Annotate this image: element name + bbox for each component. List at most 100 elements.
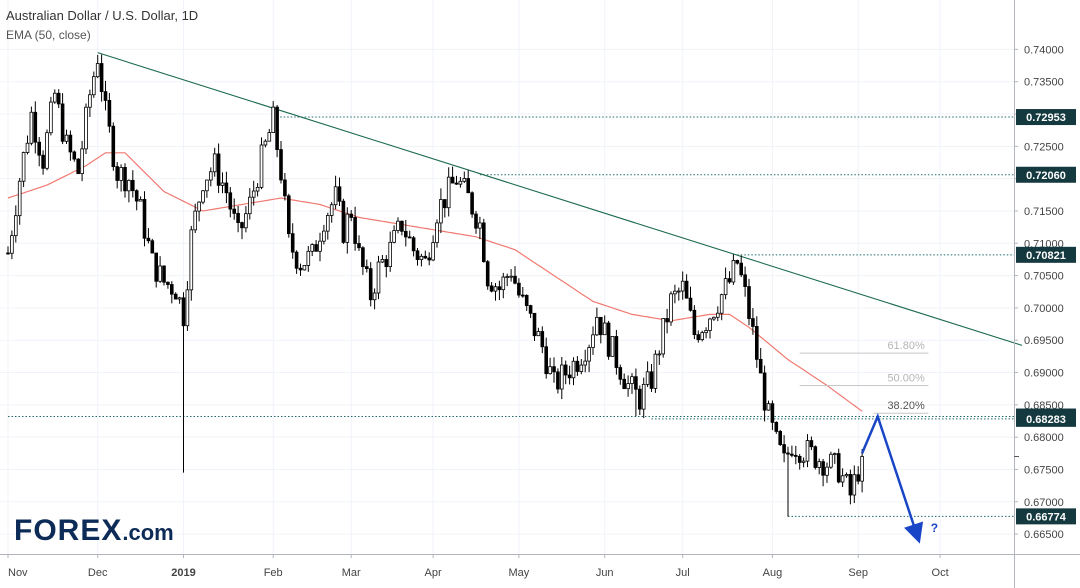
projection-arrow [860, 412, 924, 544]
candle-body [797, 456, 802, 463]
candle-body [474, 213, 478, 229]
candle-body [72, 151, 77, 160]
candle-body [228, 192, 233, 210]
candle-body [392, 230, 396, 243]
candle-body [485, 261, 490, 287]
candle-body [255, 186, 260, 192]
candle-body [548, 366, 552, 375]
candle-body [423, 255, 428, 259]
x-tick-label: Feb [264, 567, 283, 579]
candle-body [645, 371, 650, 385]
candle-body [677, 290, 681, 293]
y-tick-label: 0.69500 [1024, 335, 1064, 347]
candle-body [95, 63, 100, 78]
candle-body [688, 297, 693, 311]
projection-label: ? [931, 521, 938, 535]
candle-body [809, 440, 814, 448]
candle-body [700, 332, 704, 341]
candle-body [618, 367, 623, 380]
x-tick-label: Apr [425, 567, 442, 579]
candle-body [247, 196, 252, 215]
candle-body [56, 92, 61, 105]
candle-body [127, 179, 131, 192]
candle-body [138, 199, 143, 202]
candle-body [53, 92, 57, 103]
candle-body [630, 376, 634, 384]
candle-body [345, 213, 350, 243]
candle-body [825, 466, 829, 476]
candle-body [606, 322, 611, 357]
candle-body [107, 99, 112, 127]
candle-body [286, 195, 291, 235]
candle-body [364, 266, 369, 270]
candle-body [240, 222, 244, 229]
candle-body [692, 309, 697, 336]
candle-body [614, 336, 619, 368]
candle-body [150, 240, 155, 254]
candle-body [536, 331, 541, 337]
candle-body [571, 360, 576, 379]
candle-body [649, 371, 654, 389]
price-level-label: 0.68283 [1026, 414, 1066, 426]
candle-body [232, 208, 237, 214]
fib-level-label: 38.20% [887, 400, 925, 412]
candle-body [743, 274, 747, 287]
candle-body [755, 326, 759, 360]
candle-body [431, 242, 435, 261]
candle-body [848, 474, 853, 496]
candle-body [419, 255, 424, 260]
candle-body [376, 261, 381, 294]
price-axis[interactable]: 0.740000.735000.730000.725000.720000.715… [1014, 44, 1076, 541]
candle-body [567, 374, 572, 379]
price-level-label: 0.66774 [1026, 511, 1067, 523]
candle-body [169, 284, 174, 295]
candle-body [60, 103, 65, 142]
candle-body [33, 111, 38, 143]
time-axis[interactable]: Nov Dec 2019 Feb Mar Apr May Jun Jul Aug Sep Oct [7, 554, 949, 579]
indicator-legend: EMA (50, close) [6, 28, 91, 42]
candle-body [786, 452, 790, 455]
candle-body [712, 316, 716, 320]
candle-body [563, 364, 568, 376]
candle-body [99, 63, 104, 93]
candle-body [267, 132, 272, 142]
candle-body [782, 444, 786, 454]
price-level-label: 0.70821 [1026, 250, 1066, 262]
candle-body [446, 176, 451, 209]
candle-body [478, 222, 482, 229]
ema-layer [7, 152, 863, 412]
chart-title: Australian Dollar / U.S. Dollar, 1D [6, 8, 199, 23]
y-tick-label: 0.74000 [1024, 44, 1064, 56]
candle-body [735, 260, 740, 264]
candle-body [442, 199, 447, 209]
candle-body [189, 229, 194, 291]
candle-body [532, 312, 537, 337]
candle-body [333, 186, 338, 206]
candle-body [415, 250, 420, 260]
x-tick-label: Jul [676, 567, 690, 579]
y-tick-label: 0.71500 [1024, 206, 1064, 218]
candle-body [185, 289, 190, 327]
candle-body [696, 334, 701, 341]
candle-body [177, 297, 182, 300]
candle-body [489, 285, 494, 292]
candle-body [212, 153, 217, 173]
candle-body [290, 233, 295, 253]
candle-body [368, 268, 373, 301]
price-level-tag [1016, 109, 1076, 126]
y-tick-label: 0.67000 [1024, 497, 1064, 509]
candle-body [283, 179, 287, 197]
candle-body [6, 252, 10, 255]
price-level-label: 0.72953 [1026, 112, 1066, 124]
candle-body [622, 378, 626, 390]
x-tick-label: Jun [596, 567, 614, 579]
candle-body [723, 278, 728, 296]
candle-body [384, 259, 389, 268]
y-tick-label: 0.70500 [1024, 271, 1064, 283]
candle-body [684, 280, 689, 299]
price-level-tag [1016, 246, 1076, 263]
candle-body [719, 294, 724, 314]
candle-body [244, 213, 248, 229]
candle-body [197, 201, 201, 212]
